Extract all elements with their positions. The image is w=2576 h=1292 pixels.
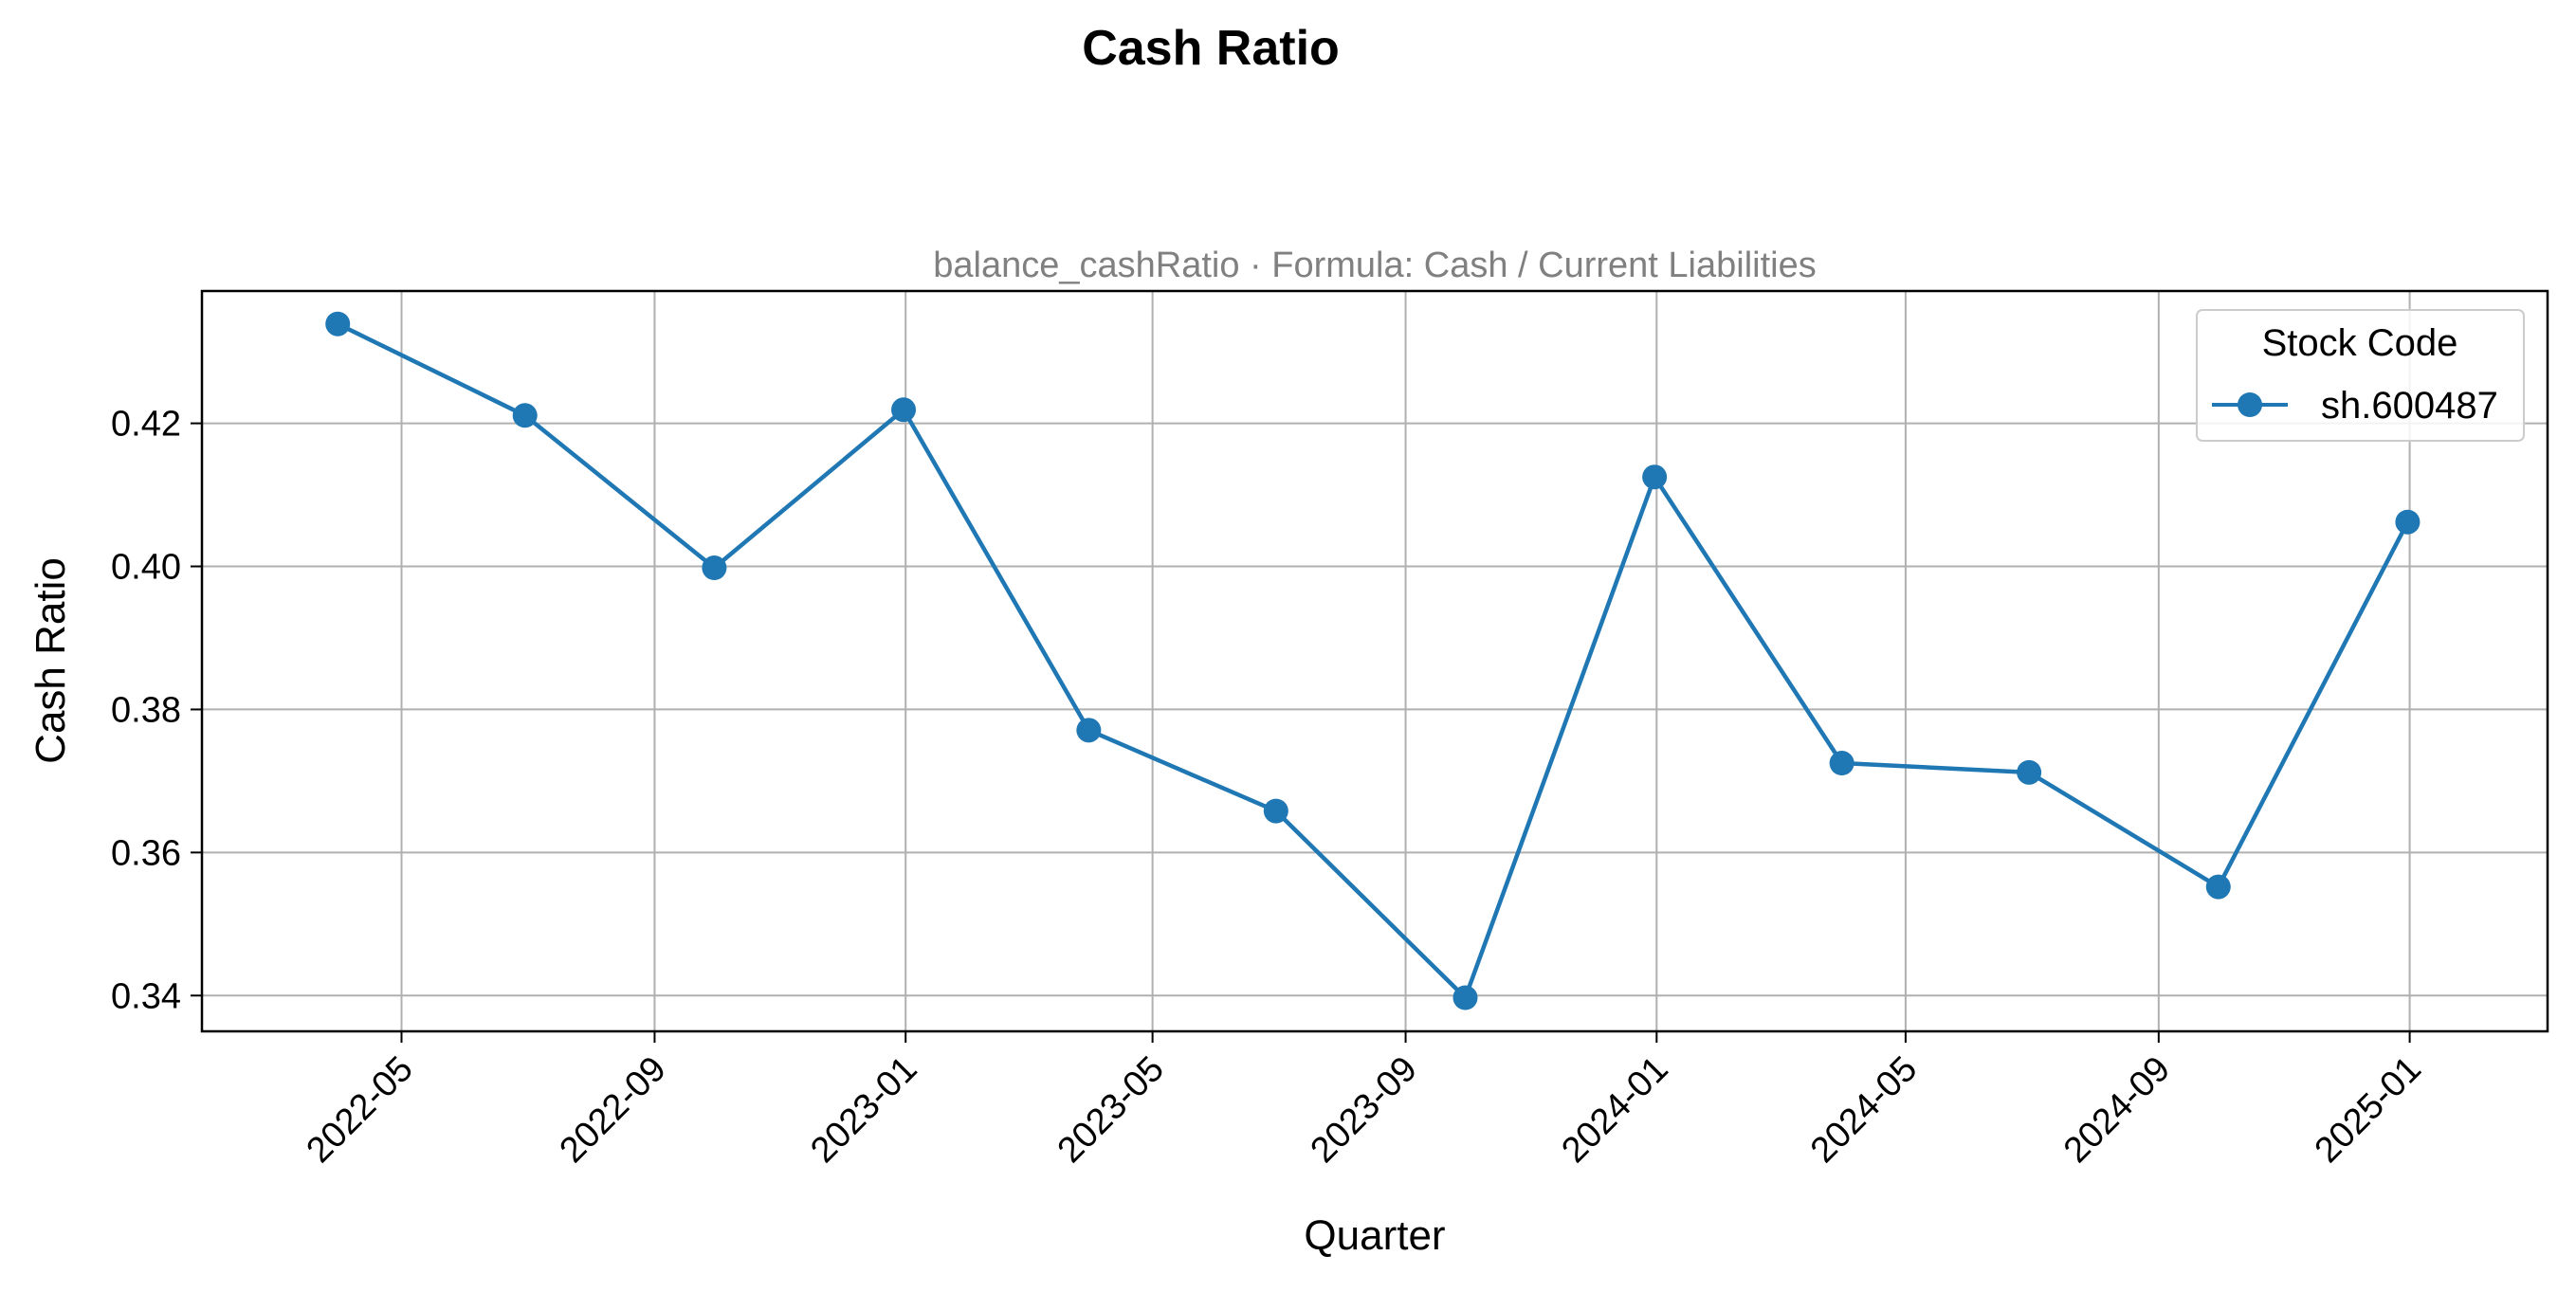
x-tick-label: 2023-09: [1304, 1049, 1425, 1171]
data-point: [512, 403, 538, 428]
x-tick-label: 2022-05: [300, 1049, 421, 1171]
x-tick-label: 2025-01: [2308, 1049, 2429, 1171]
series-line-sh600487: [337, 321, 2410, 1000]
series-layer: [325, 311, 2421, 1010]
x-tick-label: 2023-05: [1050, 1049, 1172, 1171]
data-point: [2017, 759, 2042, 785]
x-tick-label: 2024-05: [1803, 1049, 1925, 1171]
y-tick-label: 0.40: [111, 548, 181, 588]
data-point: [1642, 464, 1668, 490]
legend: Stock Code sh.600487: [2196, 309, 2525, 442]
data-point: [2395, 509, 2421, 535]
legend-marker-swatch: [2238, 392, 2262, 417]
x-tick-label: 2022-09: [552, 1049, 673, 1171]
data-point: [702, 555, 727, 581]
data-point: [1452, 985, 1478, 1010]
x-tick-label: 2023-01: [803, 1049, 924, 1171]
data-point: [891, 397, 917, 423]
x-tick-label: 2024-01: [1554, 1049, 1675, 1171]
y-tick-label: 0.34: [111, 976, 181, 1016]
data-point: [325, 311, 351, 337]
legend-title: Stock Code: [2262, 322, 2458, 364]
y-axis-label: Cash Ratio: [27, 557, 74, 764]
data-point: [1263, 798, 1288, 824]
legend-entry-label: sh.600487: [2321, 385, 2498, 427]
data-point: [1829, 751, 1854, 776]
chart-subtitle: balance_cashRatio · Formula: Cash / Curr…: [933, 246, 1816, 285]
grid-lines: [202, 291, 2548, 1031]
y-tick-label: 0.38: [111, 690, 181, 730]
x-tick-label: 2024-09: [2056, 1049, 2178, 1171]
chart-title: Cash Ratio: [1082, 21, 1340, 76]
data-point: [1076, 718, 1102, 743]
y-tick-label: 0.42: [111, 405, 181, 445]
y-tick-label: 0.36: [111, 833, 181, 873]
plot-frame: [200, 289, 2549, 1033]
data-point: [2205, 874, 2231, 900]
legend-frame: [2196, 309, 2525, 442]
x-axis-label: Quarter: [1304, 1212, 1445, 1259]
